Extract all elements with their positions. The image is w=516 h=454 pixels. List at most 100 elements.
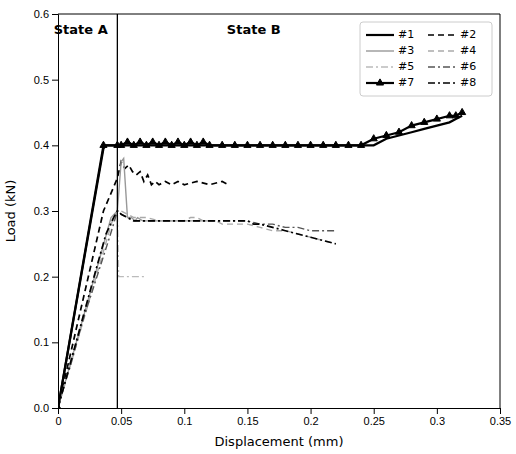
marker xyxy=(320,141,327,147)
annotation: State A xyxy=(54,22,108,37)
tick: 0.35 xyxy=(490,408,511,427)
marker xyxy=(174,138,181,144)
marker xyxy=(459,108,466,114)
y-axis: 0.0 0.1 0.2 0.3 0.4 0.5 0.6 xyxy=(34,8,59,414)
legend-label: #4 xyxy=(460,44,476,57)
tick-mark xyxy=(247,408,248,414)
tick: 0.2 xyxy=(34,271,58,283)
tick-mark xyxy=(184,408,185,414)
legend-label: #5 xyxy=(398,60,414,73)
tick-label: 0.4 xyxy=(34,139,49,151)
tick: 0 xyxy=(55,408,61,427)
marker xyxy=(124,138,131,144)
series-line xyxy=(58,211,336,408)
tick-mark xyxy=(311,408,312,414)
marker xyxy=(395,128,402,134)
tick-mark xyxy=(52,408,58,409)
tick: 0.1 xyxy=(34,336,58,348)
marker xyxy=(100,141,107,147)
tick-label: 0.3 xyxy=(34,205,49,217)
legend-label: #8 xyxy=(460,76,476,89)
tick-label: 0.5 xyxy=(34,74,49,86)
tick-mark xyxy=(52,277,58,278)
legend-swatch xyxy=(366,66,394,67)
tick: 0.6 xyxy=(34,8,58,20)
legend-item: #5 xyxy=(366,60,414,73)
marker xyxy=(149,138,156,144)
tick-mark xyxy=(437,408,438,414)
tick-label: 0.15 xyxy=(237,415,258,427)
legend-item: #8 xyxy=(428,76,476,89)
marker xyxy=(162,138,169,144)
tick-mark xyxy=(52,80,58,81)
tick-mark xyxy=(52,145,58,146)
series-line xyxy=(58,116,462,408)
axis-line xyxy=(52,15,59,409)
tick-mark xyxy=(374,408,375,414)
frame xyxy=(500,14,501,408)
tick-label: 0.0 xyxy=(34,402,49,414)
marker xyxy=(187,138,194,144)
tick-mark xyxy=(500,408,501,414)
legend-swatch xyxy=(366,34,394,36)
legend-item: #3 xyxy=(366,44,414,57)
y-axis-title: Load (kN) xyxy=(3,180,18,243)
series-line xyxy=(58,162,228,408)
chart: 00.050.10.150.20.250.30.350.00.10.20.30.… xyxy=(0,0,516,454)
legend-label: #7 xyxy=(398,76,414,89)
legend-swatch xyxy=(428,50,456,51)
marker xyxy=(408,122,415,128)
series-line xyxy=(58,211,336,408)
legend-label: #3 xyxy=(398,44,414,57)
marker xyxy=(433,115,440,121)
plot: 00.050.10.150.20.250.30.350.00.10.20.30.… xyxy=(34,8,512,427)
tick-mark xyxy=(52,211,58,212)
state-boundary xyxy=(117,14,118,408)
legend-box xyxy=(360,22,492,96)
legend-label: #2 xyxy=(460,28,476,41)
tick-label: 0 xyxy=(55,415,61,427)
marker xyxy=(256,141,263,147)
tick: 0.25 xyxy=(364,408,385,427)
legend-item: #4 xyxy=(428,44,476,57)
marker xyxy=(137,138,144,144)
tick-label: 0.25 xyxy=(364,415,385,427)
legend-swatch xyxy=(366,50,394,51)
legend: #1#2#3#4#5#6#7#8 xyxy=(360,22,492,96)
tick-label: 0.35 xyxy=(490,415,511,427)
tick-label: 0.3 xyxy=(430,415,445,427)
marker xyxy=(231,141,238,147)
marker xyxy=(282,141,289,147)
axis-line xyxy=(59,409,501,415)
series-line xyxy=(58,211,336,408)
marker xyxy=(446,112,453,118)
marker xyxy=(358,141,365,147)
series-line xyxy=(58,113,462,409)
tick: 0.3 xyxy=(34,205,58,217)
marker xyxy=(219,141,226,147)
tick-mark xyxy=(121,408,122,414)
tick-mark xyxy=(52,14,58,15)
tick: 0.0 xyxy=(34,402,58,414)
tick: 0.2 xyxy=(303,408,318,427)
tick-label: 0.1 xyxy=(177,415,192,427)
tick: 0.15 xyxy=(237,408,258,427)
legend-item: #2 xyxy=(428,28,476,41)
series-line xyxy=(58,158,210,408)
marker xyxy=(269,141,276,147)
tick: 0.4 xyxy=(34,139,58,151)
tick-label: 0.2 xyxy=(34,271,49,283)
annotation: State B xyxy=(227,22,281,37)
tick: 0.05 xyxy=(111,408,132,427)
tick-mark xyxy=(52,342,58,343)
marker xyxy=(383,131,390,137)
x-axis-title: Displacement (mm) xyxy=(215,434,344,449)
tick: 0.5 xyxy=(34,74,58,86)
tick-label: 0.6 xyxy=(34,8,49,20)
legend-item: #6 xyxy=(428,60,476,73)
marker xyxy=(370,135,377,141)
tick: 0.1 xyxy=(177,408,192,427)
marker xyxy=(206,141,213,147)
legend-label: #6 xyxy=(460,60,476,73)
frame xyxy=(58,14,500,15)
